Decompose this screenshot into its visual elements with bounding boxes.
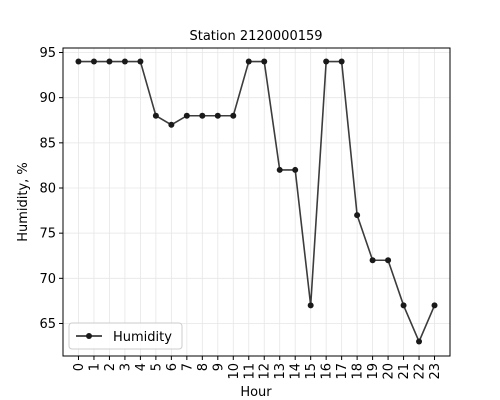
x-tick-label: 20 — [382, 363, 397, 380]
humidity-data-point — [276, 166, 283, 173]
y-axis: 65 70 75 80 85 90 95 — [39, 46, 63, 332]
x-tick-label: 6 — [165, 363, 180, 371]
humidity-data-point — [369, 257, 376, 264]
x-tick-label: 7 — [180, 363, 195, 371]
y-tick-label: 65 — [39, 317, 56, 332]
x-tick-label: 15 — [304, 363, 319, 380]
x-tick-label: 8 — [196, 363, 211, 371]
x-tick-label: 1 — [87, 363, 102, 371]
y-tick-label: 85 — [39, 136, 56, 151]
humidity-data-point — [75, 58, 82, 65]
x-tick-label: 0 — [72, 363, 87, 371]
humidity-data-point — [137, 58, 144, 65]
humidity-data-point — [307, 302, 314, 309]
humidity-data-point — [261, 58, 268, 65]
humidity-data-point — [338, 58, 345, 65]
humidity-data-point — [106, 58, 113, 65]
humidity-data-point — [323, 58, 330, 65]
humidity-data-point — [121, 58, 128, 65]
humidity-data-point — [199, 112, 206, 119]
x-tick-label: 12 — [258, 363, 273, 380]
humidity-data-point — [292, 166, 299, 173]
x-tick-label: 23 — [428, 363, 443, 380]
x-tick-label: 17 — [335, 363, 350, 380]
x-tick-label: 10 — [227, 363, 242, 380]
x-tick-label: 4 — [134, 363, 149, 371]
x-tick-label: 13 — [273, 363, 288, 380]
series-layer — [75, 58, 438, 345]
y-axis-title: Humidity, % — [16, 162, 31, 242]
humidity-data-point — [431, 302, 438, 309]
humidity-data-point — [245, 58, 252, 65]
x-axis-title: Hour — [240, 385, 272, 400]
humidity-data-point — [385, 257, 392, 264]
x-axis: 0 1 2 3 4 5 6 7 8 9 10 11 12 13 14 15 16 17 18 19 20 21 22 23 — [72, 356, 443, 380]
humidity-data-point — [416, 338, 423, 345]
humidity-data-point — [168, 121, 175, 128]
grid-layer — [63, 48, 450, 356]
legend-label: Humidity — [113, 330, 172, 345]
x-tick-label: 18 — [351, 363, 366, 380]
legend: Humidity — [68, 322, 183, 350]
humidity-data-point — [214, 112, 221, 119]
chart-title: Station 2120000159 — [189, 29, 322, 44]
humidity-data-point — [183, 112, 190, 119]
x-tick-label: 14 — [289, 363, 304, 380]
x-tick-label: 16 — [320, 363, 335, 380]
y-tick-label: 95 — [39, 46, 56, 61]
x-tick-label: 2 — [103, 363, 118, 371]
humidity-data-point — [230, 112, 237, 119]
x-tick-label: 19 — [366, 363, 381, 380]
humidity-data-point — [354, 212, 361, 219]
y-tick-label: 75 — [39, 227, 56, 242]
humidity-data-point — [152, 112, 159, 119]
legend-marker-swatch — [86, 333, 92, 339]
x-tick-label: 3 — [118, 363, 133, 371]
x-tick-label: 22 — [413, 363, 428, 380]
legend-box — [68, 322, 183, 350]
x-tick-label: 9 — [211, 363, 226, 371]
plot-frame — [62, 47, 451, 357]
x-tick-label: 21 — [397, 363, 412, 380]
x-tick-label: 5 — [149, 363, 164, 371]
y-tick-label: 90 — [39, 91, 56, 106]
humidity-data-point — [400, 302, 407, 309]
x-tick-label: 11 — [242, 363, 257, 380]
humidity-data-point — [90, 58, 97, 65]
y-tick-label: 80 — [39, 182, 56, 197]
y-tick-label: 70 — [39, 272, 56, 287]
